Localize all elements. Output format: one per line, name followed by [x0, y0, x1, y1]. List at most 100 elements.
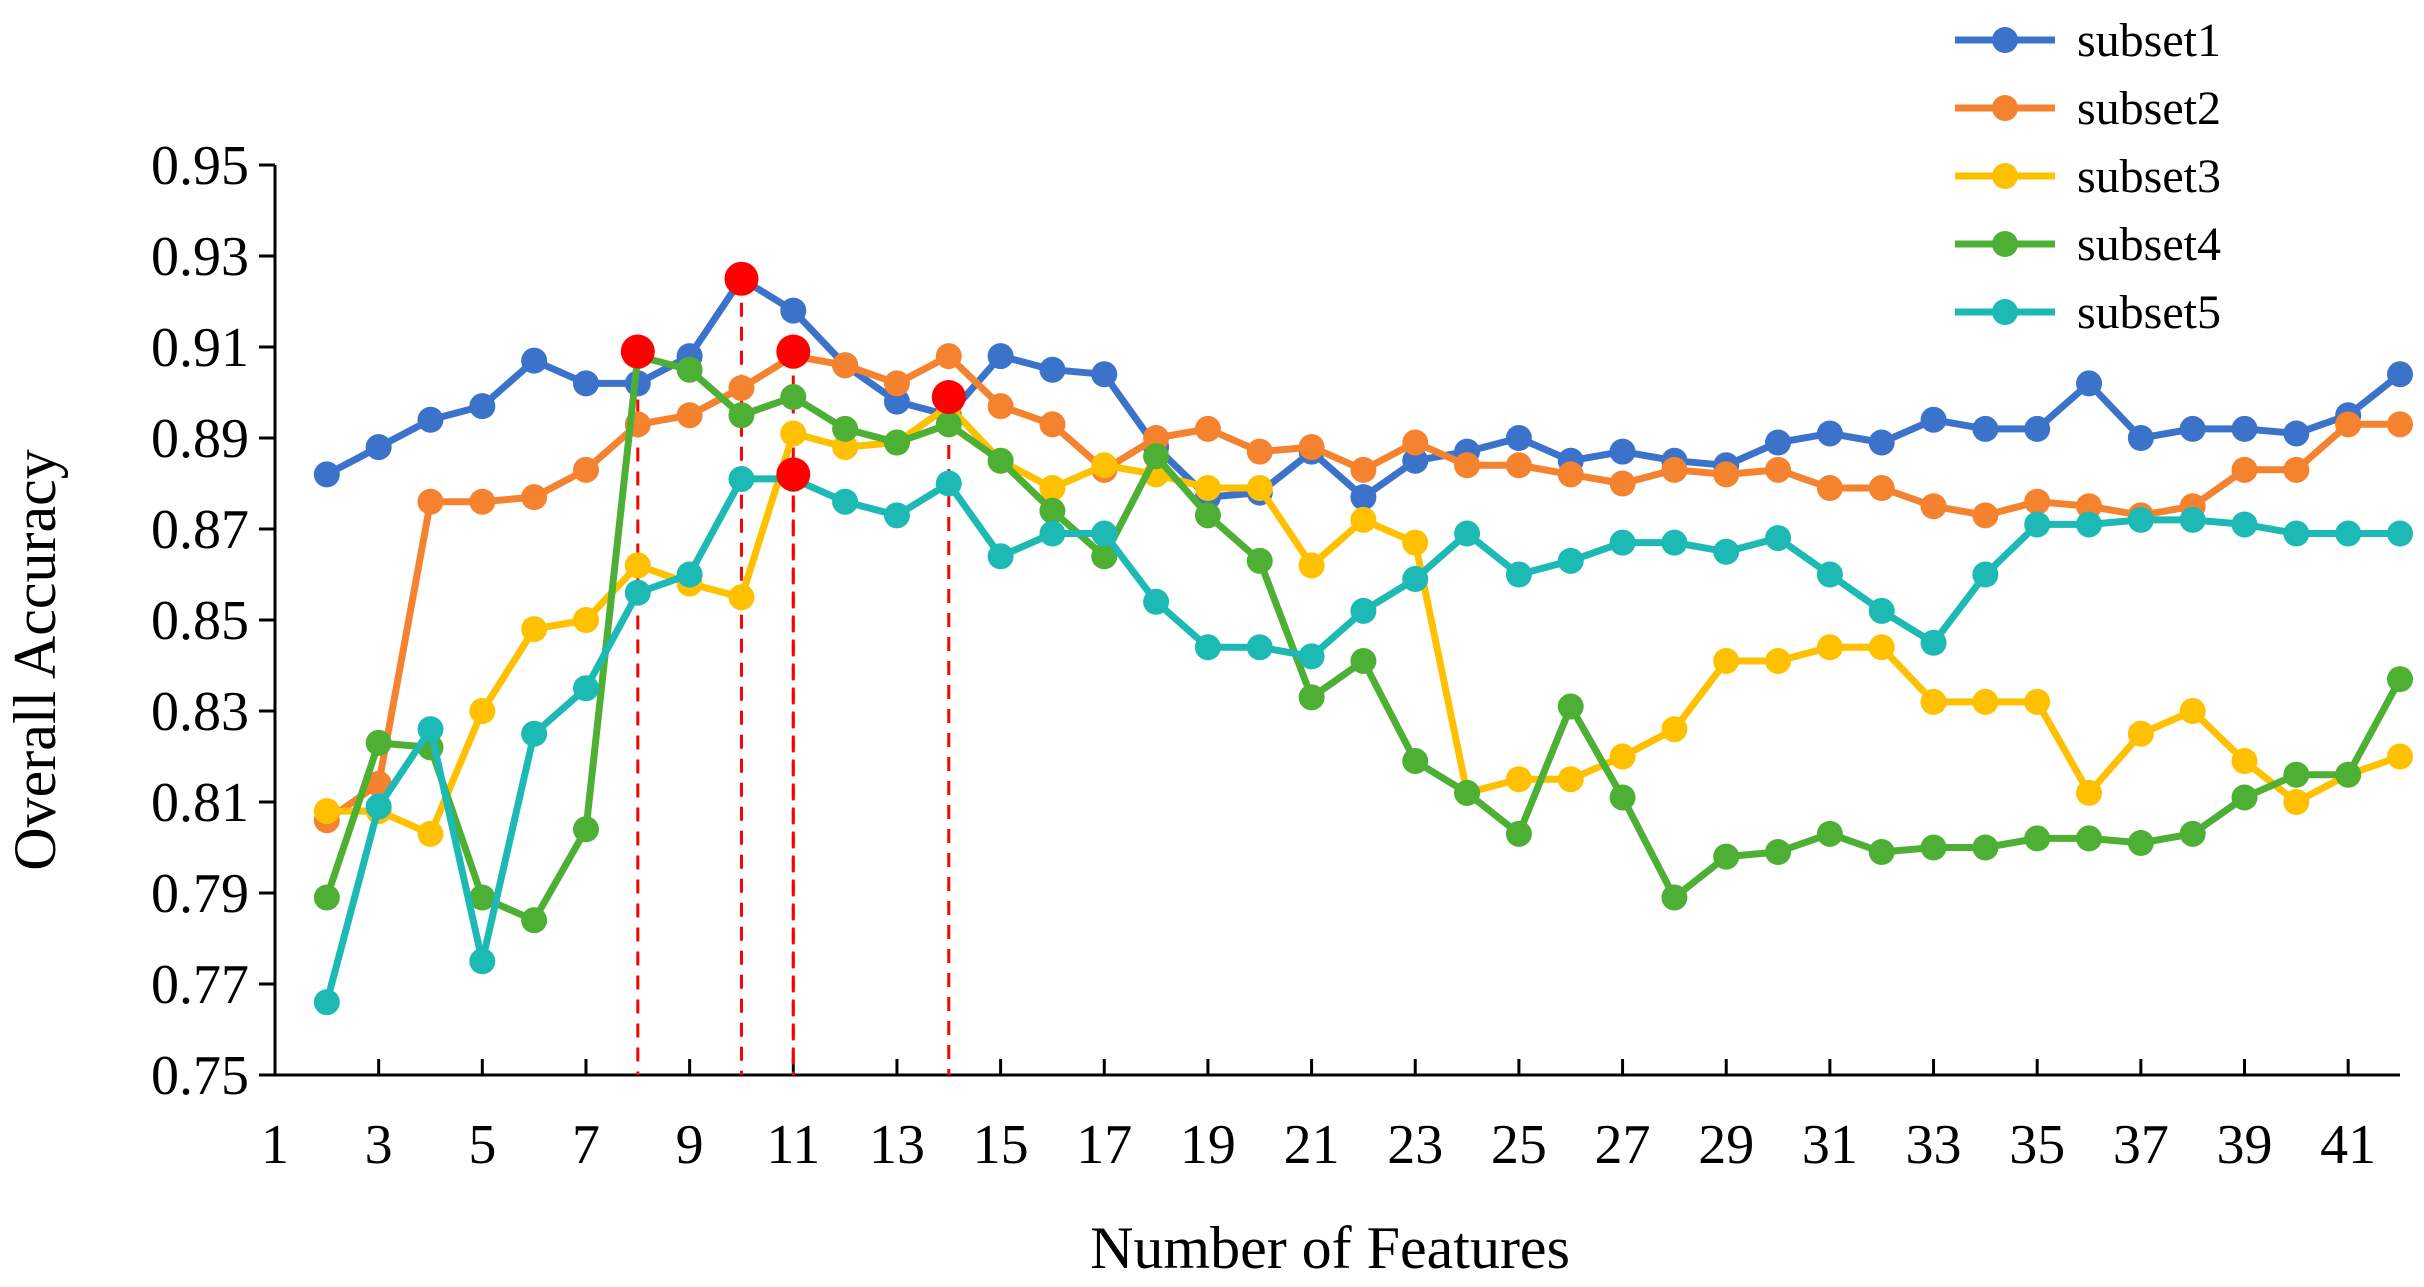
y-tick-label: 0.89 — [151, 408, 249, 470]
legend-label: subset2 — [2077, 82, 2221, 135]
data-point-subset2 — [1246, 438, 1273, 465]
data-point-subset4 — [2127, 829, 2154, 856]
data-point-subset3 — [1661, 716, 1688, 743]
data-point-subset2 — [1661, 456, 1688, 483]
optimum-point — [620, 334, 655, 369]
data-point-subset1 — [1816, 420, 1843, 447]
x-tick-label: 39 — [2217, 1114, 2273, 1176]
data-point-subset4 — [1557, 693, 1584, 720]
data-point-subset5 — [1402, 566, 1429, 593]
data-point-subset3 — [1920, 688, 1947, 715]
data-point-subset5 — [2283, 520, 2310, 547]
legend-item-subset1: subset1 — [1955, 14, 2221, 67]
data-point-subset2 — [1454, 452, 1481, 479]
data-point-subset5 — [2179, 506, 2206, 533]
data-point-subset5 — [469, 948, 496, 975]
data-point-subset5 — [2387, 520, 2413, 547]
data-point-subset5 — [728, 465, 755, 492]
data-point-subset2 — [676, 402, 703, 429]
data-point-subset5 — [1194, 634, 1221, 661]
legend: subset1 subset2 subset3 subset4 subset5 — [1955, 14, 2221, 339]
data-point-subset2 — [1402, 429, 1429, 456]
x-tick-label: 9 — [676, 1114, 704, 1176]
y-tick-label: 0.81 — [151, 772, 249, 834]
data-point-subset2 — [935, 343, 962, 370]
x-tick-label: 5 — [468, 1114, 496, 1176]
legend-swatch-marker — [1992, 27, 2018, 53]
legend-swatch-marker — [1992, 95, 2018, 121]
data-point-subset5 — [935, 470, 962, 497]
series-subset4 — [313, 343, 2413, 934]
data-point-subset1 — [469, 393, 496, 420]
data-point-subset4 — [2231, 784, 2258, 811]
x-tick-label: 29 — [1698, 1114, 1754, 1176]
data-point-subset1 — [1350, 484, 1377, 511]
data-point-subset4 — [1454, 779, 1481, 806]
data-point-subset1 — [780, 297, 807, 324]
data-point-subset4 — [1920, 834, 1947, 861]
data-point-subset2 — [832, 352, 859, 379]
optimum-point — [931, 380, 966, 415]
optimum-point — [724, 261, 759, 296]
data-point-subset4 — [2076, 825, 2103, 852]
data-point-subset2 — [417, 488, 444, 515]
data-point-subset2 — [1298, 434, 1325, 461]
data-point-subset5 — [313, 989, 340, 1016]
data-point-subset4 — [1143, 443, 1170, 470]
y-tick-label: 0.77 — [151, 954, 249, 1016]
data-point-subset4 — [521, 907, 548, 934]
data-point-subset4 — [935, 411, 962, 438]
data-point-subset4 — [1661, 884, 1688, 911]
data-point-subset1 — [1505, 425, 1532, 451]
data-point-subset3 — [2283, 789, 2310, 815]
data-point-subset1 — [2127, 425, 2154, 451]
data-point-subset2 — [1713, 461, 1740, 488]
data-point-subset3 — [1816, 634, 1843, 661]
data-point-subset3 — [2076, 779, 2103, 806]
data-point-subset2 — [2387, 411, 2413, 438]
data-point-subset5 — [2076, 511, 2103, 538]
data-point-subset5 — [2335, 520, 2362, 547]
data-point-subset2 — [2231, 456, 2258, 483]
x-tick-label: 41 — [2320, 1114, 2376, 1176]
data-point-subset3 — [2387, 743, 2413, 770]
y-tick-label: 0.83 — [151, 681, 249, 743]
data-point-subset3 — [1972, 688, 1999, 715]
data-point-subset4 — [1505, 820, 1532, 847]
data-point-subset1 — [1868, 429, 1895, 456]
data-point-subset5 — [1868, 597, 1895, 624]
x-tick-label: 31 — [1802, 1114, 1858, 1176]
data-point-subset4 — [1350, 647, 1377, 674]
data-point-subset2 — [2076, 493, 2103, 520]
data-point-subset1 — [1765, 429, 1792, 456]
data-point-subset1 — [883, 388, 910, 415]
data-point-subset1 — [2076, 370, 2103, 397]
legend-label: subset4 — [2077, 218, 2221, 271]
legend-swatch-marker — [1992, 163, 2018, 189]
data-point-subset5 — [1765, 525, 1792, 552]
data-point-subset3 — [1557, 766, 1584, 793]
data-point-subset5 — [1298, 643, 1325, 670]
data-point-subset4 — [780, 384, 807, 411]
data-point-subset5 — [2127, 506, 2154, 533]
data-point-subset5 — [1920, 629, 1947, 656]
data-point-subset1 — [365, 434, 392, 461]
data-point-subset4 — [365, 729, 392, 756]
data-point-subset5 — [1091, 520, 1118, 547]
x-tick-label: 17 — [1076, 1114, 1132, 1176]
data-point-subset4 — [676, 356, 703, 383]
x-tick-label: 3 — [365, 1114, 393, 1176]
y-tick-label: 0.85 — [151, 590, 249, 652]
legend-label: subset5 — [2077, 286, 2221, 339]
data-point-subset4 — [1868, 839, 1895, 866]
data-point-subset3 — [2024, 688, 2051, 715]
data-point-subset2 — [728, 374, 755, 401]
data-point-subset4 — [1609, 784, 1636, 811]
legend-item-subset5: subset5 — [1955, 286, 2221, 339]
optimum-point — [776, 457, 811, 492]
data-point-subset3 — [1039, 475, 1066, 502]
series-lines — [313, 265, 2413, 1016]
data-point-subset4 — [728, 402, 755, 429]
data-point-subset5 — [365, 793, 392, 820]
